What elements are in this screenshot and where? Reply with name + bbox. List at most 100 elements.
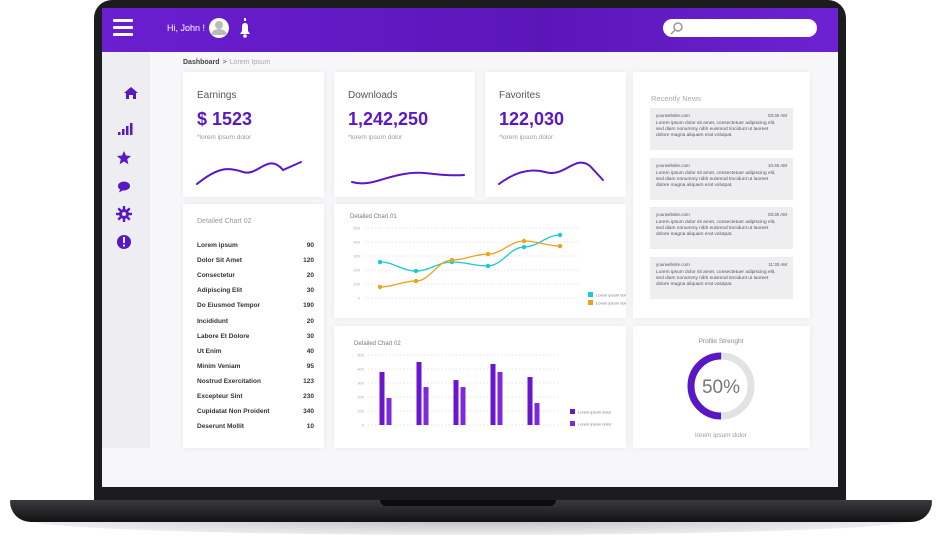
data-point	[413, 278, 419, 284]
star-icon[interactable]	[117, 151, 131, 165]
bar	[416, 362, 422, 425]
laptop-base	[10, 500, 932, 522]
data-point	[413, 268, 419, 274]
data-point	[377, 259, 383, 265]
legend-label: Lorem ipsum dolor	[578, 410, 612, 415]
news-time: 10:45 AM	[767, 162, 787, 168]
breadcrumb-current[interactable]: Dashboard	[183, 59, 220, 66]
list-value: 120	[303, 257, 314, 265]
stat-note: *lorem ipsum dolor	[197, 134, 252, 141]
stat-note: *lorem ipsum dolor	[499, 134, 554, 141]
greeting: Hi, John !	[167, 23, 206, 33]
news-source: yourwebsite.com	[656, 261, 690, 267]
legend-swatch	[570, 409, 575, 414]
news-text: Lorem ipsum dolor sit amet, consectetuer…	[656, 121, 776, 139]
search-box[interactable]	[663, 19, 817, 37]
y-tick-label: 400	[353, 240, 360, 245]
search-icon	[670, 22, 683, 35]
bell-icon[interactable]	[240, 18, 250, 38]
list-label: Nostrud Exercitation	[197, 377, 261, 385]
legend-swatch	[570, 421, 575, 426]
bar	[386, 397, 392, 425]
news-source: yourwebsite.com	[656, 113, 690, 118]
list-value: 123	[303, 377, 314, 385]
sparkline	[196, 161, 302, 185]
data-point	[449, 257, 455, 263]
legend-label: Lorem ipsum dolor	[596, 293, 626, 298]
chat-icon[interactable]	[117, 181, 130, 193]
alert-icon[interactable]	[117, 235, 131, 249]
stats-icon[interactable]	[118, 123, 133, 135]
y-tick-label: 300	[353, 254, 360, 259]
chart-svg: Detailed Chart 01 0 100 200 300 400 500 Lorem i…	[350, 214, 626, 306]
list-label: Excepteur Sint	[197, 393, 243, 400]
progress-arc	[687, 352, 755, 420]
news-item[interactable]: yourwebsite.com 10:45 AM Lorem ipsum dolor…	[650, 157, 793, 200]
profile-title: Profile Strenght	[699, 338, 744, 345]
stat-value: 1,242,250	[348, 109, 429, 129]
y-tick-label: 0	[362, 423, 365, 428]
stat-card: Downloads 1,242,250 *lorem ipsum dolor	[334, 72, 475, 197]
legend-label: Lorem ipsum dolor	[578, 422, 612, 427]
news-item[interactable]: yourwebsite.com 03:30 AM Lorem ipsum dolor…	[650, 207, 793, 249]
settings-icon[interactable]	[116, 206, 132, 222]
avatar[interactable]	[209, 18, 229, 38]
news-card: Recently News yourwebsite.com 03:30 AM Lore…	[633, 72, 810, 318]
bar	[497, 371, 503, 425]
list-value: 30	[306, 287, 314, 295]
list-card: Detailed Chart 02 Lorem ipsum 90 Dolor Sit …	[183, 204, 324, 448]
news-title: Recently News	[651, 94, 702, 103]
list-value: 10	[306, 423, 314, 431]
progress-label: 50%	[702, 377, 740, 398]
bar	[490, 363, 496, 425]
list-label: Do Eiusmod Tempor	[197, 302, 261, 310]
y-tick-label: 500	[353, 226, 360, 231]
data-point	[521, 244, 527, 250]
news-source: yourwebsite.com	[656, 162, 690, 168]
list-value: 20	[306, 272, 314, 280]
news-time: 11:30 AM	[768, 261, 787, 267]
sidebar	[102, 52, 150, 448]
list-label: Labore Et Dolore	[197, 332, 250, 340]
breadcrumb: Dashboard > Lorem Ipsum	[183, 59, 271, 69]
list-value: 90	[306, 242, 314, 249]
bar	[460, 387, 466, 425]
y-tick-label: 0	[358, 296, 361, 301]
y-tick-label: 300	[357, 381, 364, 386]
list-title: Detailed Chart 02	[197, 218, 252, 225]
news-item[interactable]: yourwebsite.com 03:30 AM Lorem ipsum dolor…	[650, 108, 793, 150]
list-value: 40	[306, 347, 314, 355]
list-value: 20	[306, 317, 314, 325]
stat-card: Favorites 122,030 *lorem ipsum dolor	[485, 72, 626, 197]
sparkline	[351, 171, 465, 185]
bar	[527, 376, 533, 425]
data-point	[557, 232, 563, 238]
bar	[534, 403, 540, 425]
profile-card: Profile Strenght 50% lorem ipsum dolor	[633, 326, 810, 448]
sparkline	[498, 161, 604, 185]
news-text: Lorem ipsum dolor sit amet, consectetuer…	[656, 220, 776, 238]
chart-title: Detailed Chart 01	[350, 214, 397, 220]
y-tick-label: 200	[357, 395, 364, 400]
news-text: Lorem ipsum dolor sit amet, consectetuer…	[656, 170, 776, 188]
y-tick-label: 100	[353, 282, 360, 287]
breadcrumb-page: Lorem Ipsum	[229, 59, 271, 66]
chart-title: Detailed Chart 02	[354, 341, 401, 347]
stat-title: Downloads	[348, 90, 398, 101]
legend-label: Lorem ipsum dolor	[596, 301, 626, 306]
menu-icon[interactable]	[113, 19, 133, 36]
news-time: 03:30 AM	[767, 212, 787, 217]
list-value: 30	[306, 332, 314, 340]
y-tick-label: 200	[353, 268, 360, 273]
stat-title: Earnings	[197, 90, 237, 101]
stat-value: $ 1523	[197, 109, 253, 129]
top-bar-icons	[113, 18, 817, 38]
news-item[interactable]: yourwebsite.com 11:30 AM Lorem ipsum dolor…	[650, 256, 793, 299]
legend-swatch	[588, 300, 593, 305]
chart-svg	[498, 161, 604, 185]
data-point	[485, 251, 491, 257]
home-icon[interactable]	[124, 87, 138, 99]
data-point	[521, 238, 527, 244]
stat-card: Earnings $ 1523 *lorem ipsum dolor	[183, 72, 324, 197]
